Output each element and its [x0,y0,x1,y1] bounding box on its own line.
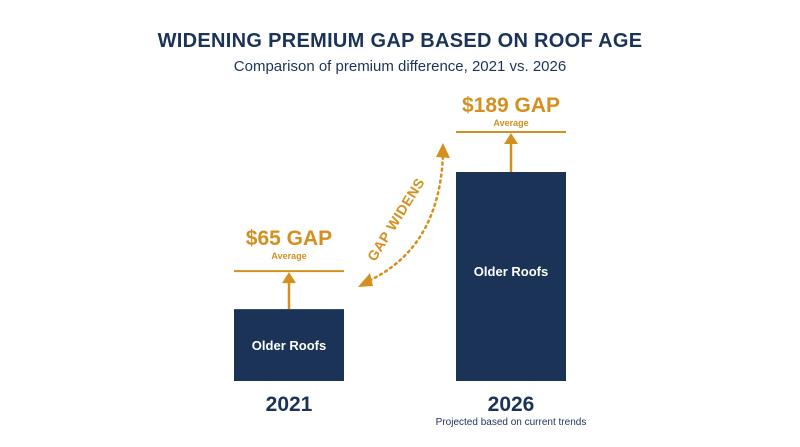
gap-widens-arrowhead-upper [436,143,450,158]
note-2026: Projected based on current trends [436,417,587,428]
gap-widens-arrowhead-lower [358,273,373,287]
category-label-2021: 2021 [266,393,313,416]
gap-sublabel-2026: Average [493,118,528,128]
gap-label-2021: $65 GAP [246,227,332,250]
bar-2021 [234,309,344,381]
gap-arrow-head-2021 [282,272,296,284]
gap-label-2026: $189 GAP [462,94,560,117]
bar-2026 [456,172,566,381]
gap-widens-curve [362,151,445,285]
chart-title: WIDENING PREMIUM GAP BASED ON ROOF AGE [157,30,643,52]
category-label-2026: 2026 [488,393,535,416]
bar-label-2026: Older Roofs [474,264,548,279]
bar-label-2021: Older Roofs [252,338,326,353]
gap-widens-label: GAP WIDENS [364,175,428,264]
chart-subtitle: Comparison of premium difference, 2021 v… [233,58,567,75]
gap-sublabel-2021: Average [271,251,306,261]
gap-arrow-head-2026 [504,133,518,144]
